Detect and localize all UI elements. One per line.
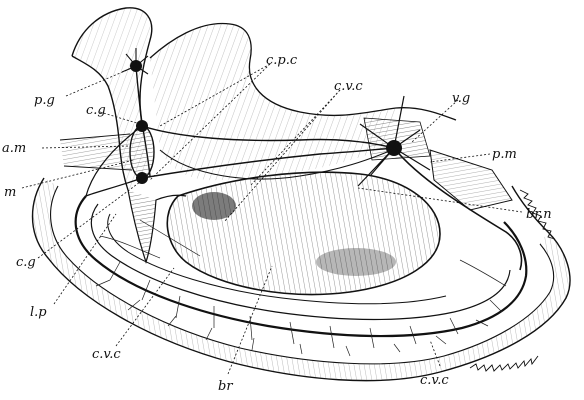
label-visceral-ganglion: v.g <box>452 91 470 106</box>
anterior-adductor <box>59 125 155 179</box>
foot-process <box>127 189 187 264</box>
label-anterior-adductor: a.m <box>2 141 26 156</box>
figure-labels: p.g c.g a.m m c.g l.p c.v.c br c.v.c c.p… <box>2 53 552 394</box>
label-branchial-nerve: br.n <box>526 207 552 222</box>
label-lateral-pallial: l.p <box>30 305 47 320</box>
label-mouth: m <box>4 185 16 200</box>
nerve-connectives <box>85 48 395 197</box>
leader-lines <box>21 63 523 375</box>
label-cvc-bottom: c.v.c <box>420 373 449 388</box>
label-pedal-ganglion: p.g <box>34 93 55 108</box>
label-cvc-left: c.v.c <box>92 347 121 362</box>
label-cvc-top: c.v.c <box>334 79 363 94</box>
label-cpc: c.p.c <box>266 53 298 68</box>
label-cerebral-ganglion-bottom: c.g <box>16 255 36 270</box>
gill <box>166 171 441 296</box>
mantle-nerves <box>95 219 507 357</box>
posterior-muscle <box>429 149 513 211</box>
label-cerebral-ganglion-top: c.g <box>86 103 106 118</box>
mantle-outline <box>31 177 571 382</box>
label-branchia: br <box>218 379 233 394</box>
pallial-rim <box>74 195 528 338</box>
label-posterior-muscle: p.m <box>492 147 517 162</box>
